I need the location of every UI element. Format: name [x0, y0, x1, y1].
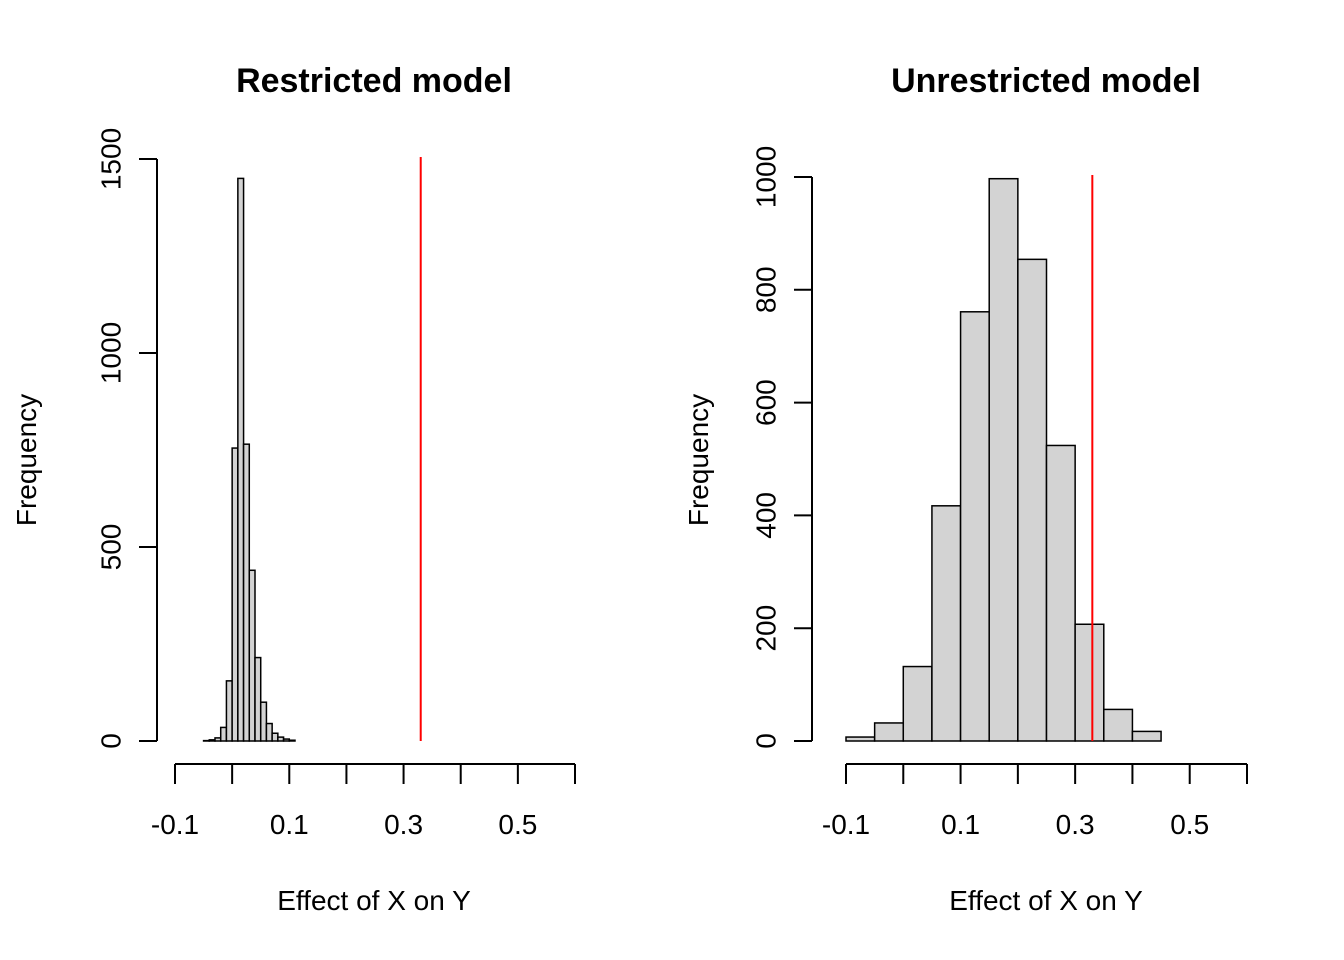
y-axis-label: Frequency — [683, 394, 714, 526]
histogram-bar — [248, 569, 256, 742]
y-tick-label: 500 — [96, 524, 127, 571]
y-axis-label: Frequency — [11, 394, 42, 526]
x-tick-label: -0.1 — [151, 809, 199, 840]
histogram-bar — [225, 680, 233, 742]
y-tick-label: 800 — [751, 266, 782, 313]
panel-restricted-model: Restricted model 0 500 1000 1500 -0.1 0.1 0.3… — [11, 62, 576, 916]
x-tick-label: 0.3 — [1056, 809, 1095, 840]
histogram-bar — [219, 726, 228, 742]
histogram-bar — [259, 701, 268, 742]
histogram-bar — [1074, 623, 1105, 742]
y-tick-label: 0 — [96, 733, 127, 749]
histogram-bar — [271, 732, 279, 742]
histogram-bar — [254, 656, 262, 742]
x-ticks: -0.1 0.1 0.3 0.5 — [151, 764, 576, 840]
histogram-bars — [202, 177, 296, 742]
y-tick-label: 1500 — [96, 128, 127, 190]
histogram-bar — [845, 736, 876, 742]
x-tick-label: 0.1 — [270, 809, 309, 840]
histogram-bar — [931, 505, 962, 742]
y-tick-label: 400 — [751, 492, 782, 539]
x-ticks: -0.1 0.1 0.3 0.5 — [822, 764, 1248, 840]
panel-unrestricted-model: Unrestricted model 0 200 400 600 800 1000 -0.… — [683, 62, 1248, 916]
x-axis-label: Effect of X on Y — [277, 885, 471, 916]
histogram-bar — [237, 177, 245, 742]
histogram-bar — [242, 443, 251, 742]
histogram-bar — [208, 739, 216, 742]
y-tick-label: 0 — [751, 733, 782, 749]
x-tick-label: 0.5 — [1170, 809, 1209, 840]
y-ticks: 0 200 400 600 800 1000 — [751, 146, 812, 749]
x-tick-label: 0.1 — [941, 809, 980, 840]
histogram-bar — [231, 447, 239, 742]
y-ticks: 0 500 1000 1500 — [96, 128, 157, 749]
x-tick-label: 0.5 — [498, 809, 537, 840]
x-tick-label: 0.3 — [384, 809, 423, 840]
histogram-bar — [288, 739, 296, 742]
histogram-bar — [988, 177, 1019, 742]
histogram-bar — [959, 311, 990, 742]
chart-title: Unrestricted model — [891, 62, 1201, 100]
histogram-bar — [1131, 730, 1162, 742]
histogram-bar — [282, 738, 291, 742]
y-tick-label: 1000 — [96, 322, 127, 384]
histogram-bar — [873, 722, 905, 742]
histogram-bar — [214, 737, 222, 742]
y-tick-label: 600 — [751, 379, 782, 426]
chart-title: Restricted model — [236, 62, 512, 100]
histogram-bar — [265, 722, 273, 742]
y-tick-label: 1000 — [751, 146, 782, 208]
histogram-bar — [902, 665, 933, 742]
histogram-bars — [845, 177, 1162, 742]
histogram-bar — [277, 736, 285, 742]
histogram-bar — [1017, 258, 1048, 742]
y-tick-label: 200 — [751, 605, 782, 652]
x-axis-label: Effect of X on Y — [949, 885, 1143, 916]
x-tick-label: -0.1 — [822, 809, 870, 840]
histogram-bar — [1045, 444, 1076, 742]
histogram-bar — [1103, 708, 1134, 742]
